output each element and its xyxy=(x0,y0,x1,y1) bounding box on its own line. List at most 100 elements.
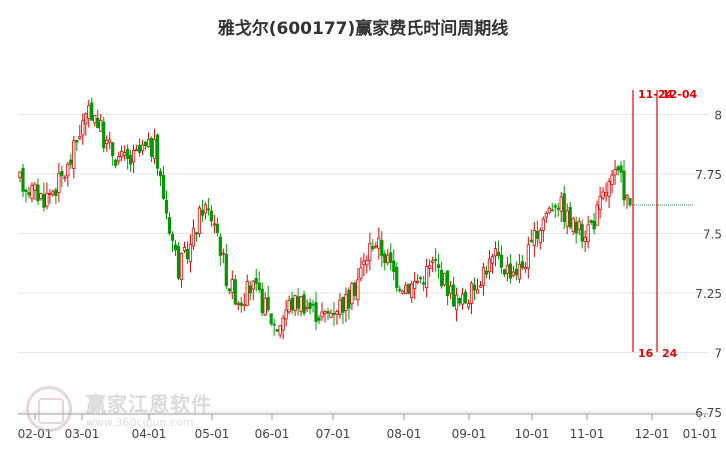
cycle-count-label: 16 xyxy=(638,347,654,360)
candle-down xyxy=(463,291,468,304)
candle-down xyxy=(314,302,318,322)
candle-down xyxy=(317,317,321,321)
candle-down xyxy=(21,167,25,192)
candle-down xyxy=(341,296,345,313)
candle-down xyxy=(138,145,142,153)
candle-down xyxy=(628,198,632,206)
candle-down xyxy=(529,239,533,242)
candle-down xyxy=(149,137,154,157)
candle-down xyxy=(353,282,357,296)
candle-up xyxy=(443,272,447,286)
candle-up xyxy=(63,176,67,179)
candle-up xyxy=(454,294,459,311)
candle-down xyxy=(111,142,115,157)
candle-up xyxy=(299,296,303,312)
candle-down xyxy=(248,285,252,294)
candle-down xyxy=(167,217,172,234)
candle-down xyxy=(209,210,213,222)
candle-down xyxy=(254,277,258,284)
candle-down xyxy=(185,249,190,260)
candle-up xyxy=(374,245,378,248)
chart-title: 雅戈尔(600177)赢家费氏时间周期线 xyxy=(217,19,509,39)
candle-down xyxy=(158,170,163,177)
candle-up xyxy=(33,183,37,191)
candle-down xyxy=(206,208,210,211)
candle-down xyxy=(472,284,477,291)
x-tick-label: 08-01 xyxy=(387,427,422,441)
candle-down xyxy=(257,282,261,291)
candle-up xyxy=(120,150,124,158)
candle-down xyxy=(75,140,79,143)
candle-down xyxy=(347,289,351,309)
candle-up xyxy=(335,311,339,315)
candle-up xyxy=(117,156,121,162)
candle-down xyxy=(129,154,133,165)
candle-down xyxy=(496,251,501,256)
candle-up xyxy=(18,171,22,178)
candle-down xyxy=(440,269,444,287)
candle-up xyxy=(571,218,575,232)
candle-down xyxy=(102,121,106,149)
candle-up xyxy=(236,302,240,306)
candle-down xyxy=(407,283,411,294)
candle-up xyxy=(182,247,187,251)
candle-down xyxy=(224,253,228,287)
candle-up xyxy=(526,244,530,269)
candle-down xyxy=(389,252,393,263)
candle-down xyxy=(514,268,518,276)
candle-up xyxy=(460,293,465,305)
candle-up xyxy=(511,271,515,277)
candle-down xyxy=(499,254,504,268)
candle-up xyxy=(368,243,372,261)
candle-down xyxy=(445,270,450,297)
x-tick-label: 04-01 xyxy=(132,427,167,441)
candle-up xyxy=(51,191,55,195)
candle-up xyxy=(293,295,297,312)
candle-down xyxy=(170,234,175,241)
candle-down xyxy=(218,236,222,256)
candle-up xyxy=(108,139,112,143)
candle-down xyxy=(54,189,58,196)
candle-down xyxy=(568,207,572,228)
candle-up xyxy=(72,140,76,169)
candle-down xyxy=(194,232,199,235)
candle-down xyxy=(574,221,578,234)
x-tick-label: 05-01 xyxy=(195,427,230,441)
candle-down xyxy=(233,279,237,305)
candle-up xyxy=(140,144,145,151)
candle-up xyxy=(487,258,492,273)
candle-down xyxy=(550,209,554,212)
candle-down xyxy=(69,159,73,165)
candle-down xyxy=(27,192,31,196)
candle-down xyxy=(592,220,596,230)
candle-down xyxy=(90,102,94,121)
candle-up xyxy=(99,120,103,132)
candle-down xyxy=(290,297,294,311)
candle-up xyxy=(323,311,327,315)
candle-up xyxy=(78,136,82,140)
candle-down xyxy=(143,141,148,147)
candle-down xyxy=(371,246,375,250)
candle-down xyxy=(260,288,264,313)
candle-down xyxy=(269,313,273,325)
candle-down xyxy=(451,284,456,307)
candle-up xyxy=(478,285,483,288)
candle-down xyxy=(619,165,623,173)
cycle-date-label: 11-24 xyxy=(638,88,674,101)
candle-up xyxy=(350,283,354,305)
candle-down xyxy=(422,282,426,285)
candle-up xyxy=(538,229,542,244)
candle-down xyxy=(616,166,620,171)
candle-down xyxy=(508,263,512,279)
candle-up xyxy=(359,267,363,279)
candle-up xyxy=(475,289,480,294)
candle-up xyxy=(135,149,139,151)
candle-down xyxy=(562,193,566,222)
x-tick-label: 09-01 xyxy=(452,427,487,441)
candle-down xyxy=(392,260,396,272)
candle-up xyxy=(242,304,246,307)
x-tick-label: 06-01 xyxy=(255,427,290,441)
y-tick-label: 8 xyxy=(714,109,722,123)
candle-up xyxy=(547,207,551,213)
